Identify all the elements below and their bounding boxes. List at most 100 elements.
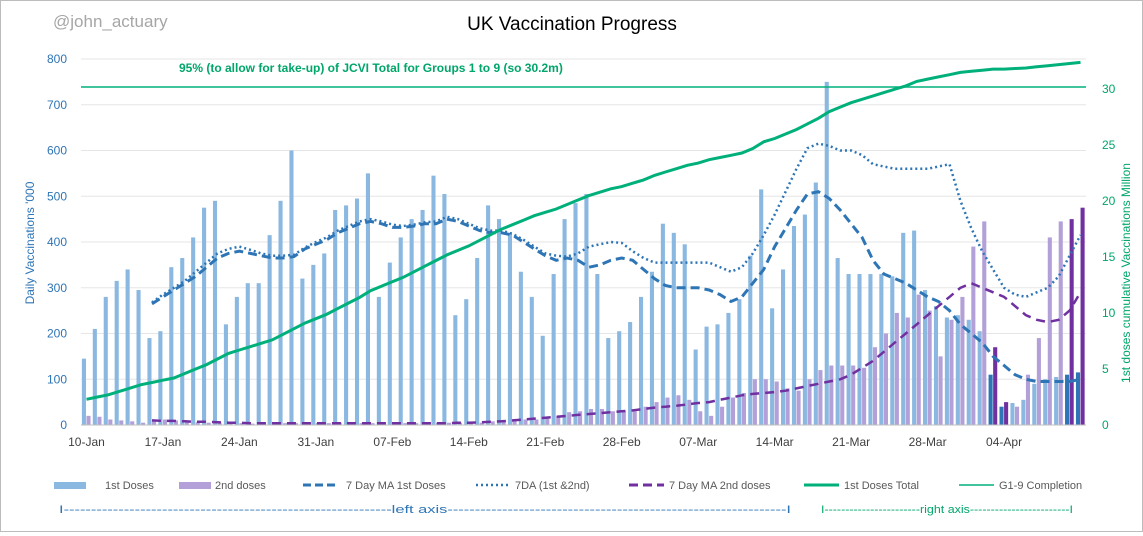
right-axis-title: 1st doses cumulative Vaccinations Millio… (1119, 163, 1133, 383)
bar-second-doses-12 (217, 422, 222, 425)
x-tick-label-8: 07-Mar (679, 435, 717, 449)
bar-first-doses-12 (212, 200, 218, 425)
bar-second-doses-2 (108, 419, 113, 425)
left-tick-label-4: 400 (47, 235, 67, 249)
right-tick-label-1: 5 (1102, 362, 1109, 376)
bar-first-doses-20 (300, 278, 305, 425)
bar-first-doses-0 (81, 358, 86, 425)
bar-second-doses-83 (993, 347, 998, 425)
legend-label-g19: G1-9 Completion (999, 480, 1082, 492)
bar-first-doses-19 (289, 150, 294, 425)
legend-label-second-doses: 2nd doses (215, 480, 266, 492)
bar-second-doses-30 (414, 423, 419, 425)
bar-first-doses-10 (191, 237, 196, 425)
right-tick-label-5: 25 (1102, 138, 1116, 152)
bar-second-doses-73 (883, 333, 888, 425)
bar-second-doses-71 (862, 367, 867, 425)
bar-second-doses-77 (927, 310, 932, 425)
bar-second-doses-58 (720, 406, 725, 425)
bar-second-doses-33 (446, 422, 452, 425)
bar-second-doses-90 (1069, 219, 1074, 425)
bar-second-doses-3 (119, 420, 124, 425)
bar-first-doses-59 (726, 312, 731, 425)
legend-label-first-doses: 1st Doses (105, 480, 154, 492)
bar-second-doses-26 (370, 423, 375, 425)
left-tick-label-6: 600 (47, 144, 67, 158)
bar-first-doses-88 (1043, 379, 1048, 425)
bar-second-doses-86 (1025, 374, 1031, 425)
bar-first-doses-77 (923, 290, 928, 425)
x-tick-label-4: 07-Feb (373, 435, 411, 449)
bar-first-doses-2 (103, 296, 108, 425)
bar-second-doses-88 (1047, 237, 1052, 425)
bar-second-doses-75 (905, 317, 910, 425)
x-tick-label-11: 28-Mar (909, 435, 947, 449)
axes: 0 100 200 300 400 500 600 700 800 0 5 10 15 20 25 30 10-… (47, 52, 1116, 449)
bar-second-doses-57 (709, 415, 714, 425)
bar-second-doses-9 (184, 421, 189, 425)
bar-first-doses-34 (453, 315, 458, 425)
bar-first-doses-52 (649, 271, 655, 425)
bar-first-doses-36 (475, 258, 480, 425)
bar-first-doses-41 (529, 296, 534, 425)
x-tick-label-10: 21-Mar (832, 435, 870, 449)
bar-first-doses-55 (682, 244, 687, 425)
x-tick-label-1: 17-Jan (145, 435, 182, 449)
bar-second-doses-4 (130, 421, 135, 425)
bar-first-doses-70 (846, 274, 851, 425)
bar-first-doses-73 (879, 274, 884, 425)
bar-second-doses-18 (283, 423, 288, 425)
bar-first-doses-18 (278, 200, 283, 425)
left-axis-title: Daily Vaccinations '000 (23, 181, 37, 304)
bar-first-doses-91 (1075, 372, 1081, 425)
bar-second-doses-38 (501, 420, 506, 425)
x-tick-label-3: 31-Jan (298, 435, 335, 449)
left-tick-label-3: 300 (47, 281, 67, 295)
bar-first-doses-51 (638, 296, 644, 425)
bar-first-doses-65 (791, 225, 797, 425)
bar-first-doses-82 (977, 331, 982, 425)
bar-first-doses-13 (223, 324, 228, 425)
bar-first-doses-26 (365, 173, 370, 425)
bar-first-doses-37 (486, 205, 491, 425)
bar-second-doses-72 (872, 347, 878, 425)
bar-first-doses-61 (748, 255, 753, 425)
bar-second-doses-51 (643, 406, 648, 425)
bar-second-doses-5 (141, 422, 146, 425)
right-tick-label-4: 20 (1102, 194, 1116, 208)
line-ma-second-doses (151, 281, 1082, 425)
bar-series (81, 81, 1085, 425)
bar-first-doses-60 (737, 299, 742, 425)
right-axis-note: I-----------------------right axis------… (821, 504, 1073, 516)
bar-first-doses-74 (890, 276, 895, 425)
bar-second-doses-19 (294, 423, 299, 425)
bar-first-doses-50 (628, 322, 633, 425)
legend-label-ma-second: 7 Day MA 2nd doses (669, 480, 771, 492)
line-total-first-doses (86, 60, 1081, 401)
bar-second-doses-63 (774, 381, 779, 425)
bar-second-doses-7 (162, 419, 168, 425)
bar-first-doses-49 (617, 331, 622, 425)
target-annotation: 95% (to allow for take-up) of JCVI Total… (179, 61, 563, 75)
x-tick-label-7: 28-Feb (603, 435, 641, 449)
bar-first-doses-90 (1065, 374, 1070, 425)
bar-first-doses-5 (136, 290, 141, 425)
bar-first-doses-28 (387, 262, 392, 425)
bar-second-doses-66 (807, 379, 812, 425)
line-ma-first-doses (151, 190, 1081, 383)
bar-first-doses-53 (660, 223, 665, 425)
bar-first-doses-64 (781, 269, 786, 425)
bar-first-doses-3 (114, 280, 119, 425)
left-tick-label-5: 500 (47, 189, 67, 203)
bar-first-doses-32 (431, 175, 436, 425)
bar-first-doses-29 (398, 237, 403, 425)
bar-first-doses-45 (573, 203, 578, 425)
bar-first-doses-84 (999, 406, 1004, 425)
bar-second-doses-10 (195, 422, 200, 425)
bar-second-doses-87 (1036, 338, 1041, 425)
bar-second-doses-39 (512, 419, 517, 425)
bar-second-doses-78 (938, 356, 943, 425)
bar-second-doses-42 (545, 418, 550, 425)
bar-second-doses-45 (578, 411, 583, 425)
bar-second-doses-11 (206, 422, 211, 425)
